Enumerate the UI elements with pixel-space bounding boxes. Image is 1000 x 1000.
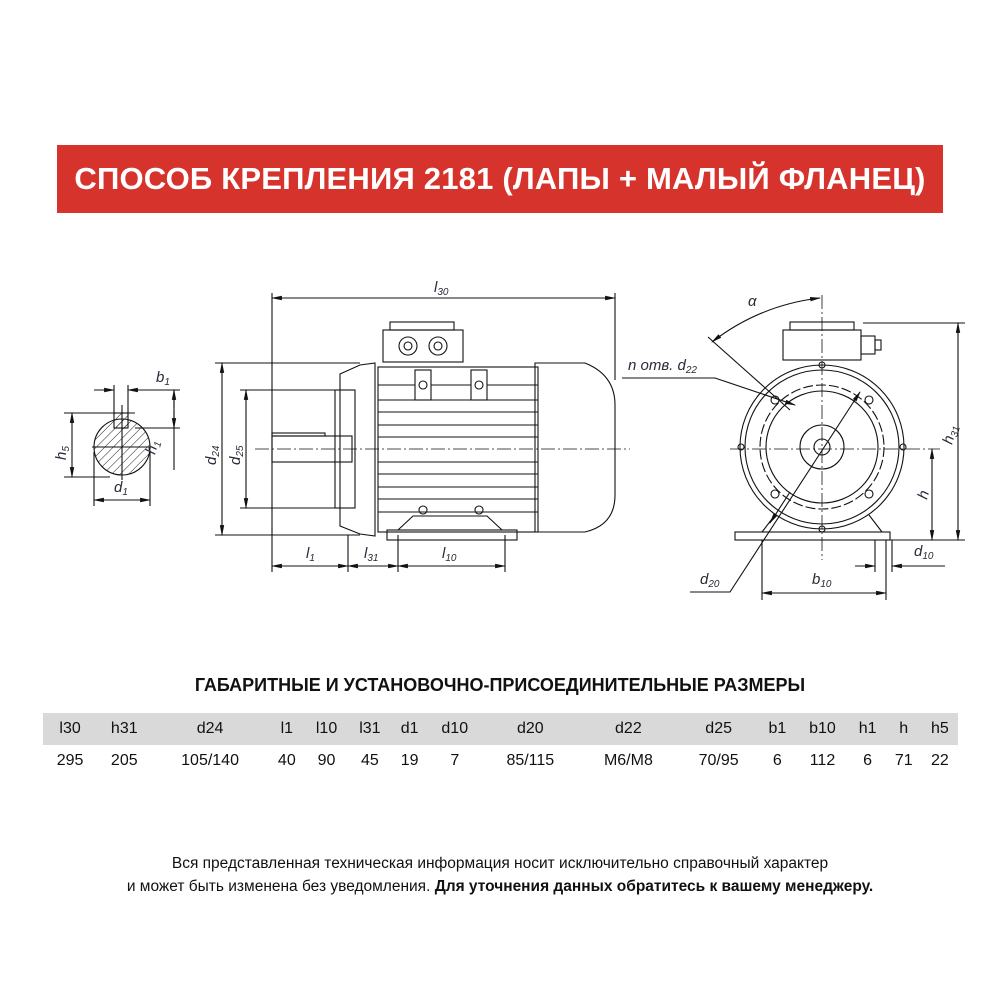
label-l10: l10: [442, 545, 457, 564]
label-d20: d20: [700, 571, 720, 590]
column-header: d25: [705, 720, 732, 737]
label-alpha: α: [748, 293, 757, 310]
label-d10: d10: [914, 543, 934, 562]
column-header: h: [899, 720, 909, 737]
label-h: h: [914, 489, 933, 501]
column-header: d20: [516, 720, 544, 737]
label-d1: d1: [114, 479, 128, 498]
column-header: l31: [359, 720, 381, 737]
page-title: СПОСОБ КРЕПЛЕНИЯ 2181 (ЛАПЫ + МАЛЫЙ ФЛАН…: [74, 161, 926, 196]
column-header: d1: [400, 720, 419, 737]
motor-end-view: [622, 295, 965, 600]
table-header-row: l30 h31 d24 l1 l10 l31 d1 d10 d20 d22 d25 b1 b10 h1 h h…: [43, 713, 958, 745]
motor-drawing: l30 l1 l31 l10 d24 d25 b1 h5 h1 d1 α n о…: [53, 279, 965, 600]
label-l31: l31: [364, 545, 378, 564]
table-cell: 71: [894, 752, 913, 769]
table-cell: 295: [56, 752, 84, 769]
table-cell: 90: [317, 752, 336, 769]
table-cell: 40: [277, 752, 296, 769]
label-h1: h1: [142, 438, 164, 456]
title-banner: СПОСОБ КРЕПЛЕНИЯ 2181 (ЛАПЫ + МАЛЫЙ ФЛАН…: [57, 145, 943, 213]
disclaimer-text: и может быть изменена без уведомления.: [126, 878, 435, 895]
disclaimer: Вся представленная техническая информаци…: [0, 852, 1000, 898]
column-header: d10: [441, 720, 469, 737]
column-header: l10: [315, 720, 338, 737]
label-holes-d22: n отв. d22: [628, 357, 697, 376]
column-header: d22: [615, 720, 642, 737]
table-cell: 19: [400, 752, 419, 769]
label-d24: d24: [203, 445, 222, 465]
column-header: h31: [110, 720, 138, 737]
column-header: h5: [931, 720, 949, 737]
disclaimer-line-2: и может быть изменена без уведомления. Д…: [0, 875, 1000, 898]
column-header: b10: [809, 720, 836, 737]
table-cell: 105/140: [181, 752, 239, 769]
table-cell: 7: [450, 752, 460, 769]
table-cell: 6: [772, 752, 782, 769]
table-row: 295 205 105/140 40 90 45 19 7 85/115 М6/М8 70/95 6 1…: [43, 745, 958, 777]
motor-side-view: [215, 293, 630, 572]
disclaimer-line-1: Вся представленная техническая информаци…: [171, 855, 829, 872]
label-d25: d25: [227, 445, 246, 465]
table-cell: М6/М8: [603, 752, 653, 769]
table-cell: 45: [360, 752, 379, 769]
column-header: d24: [196, 720, 224, 737]
table-cell: 112: [809, 752, 836, 769]
dimensions-table: l30 h31 d24 l1 l10 l31 d1 d10 d20 d22 d25 b1 b10 h1 h h…: [43, 713, 958, 777]
table-cell: 6: [863, 752, 873, 769]
label-h31: h31: [939, 423, 962, 447]
table-cell: 85/115: [506, 752, 555, 769]
disclaimer-contact-note: Для уточнения данных обратитесь к вашему…: [434, 878, 874, 895]
label-l30: l30: [434, 279, 449, 298]
label-l1: l1: [306, 545, 315, 564]
column-header: l30: [59, 720, 81, 737]
label-b1: b1: [156, 369, 170, 388]
label-b10: b10: [812, 571, 832, 590]
label-h5: h5: [53, 446, 72, 460]
table-cell: 70/95: [698, 752, 739, 769]
column-header: l1: [280, 720, 294, 737]
shaft-section-view: [64, 385, 180, 506]
column-header: b1: [768, 720, 787, 737]
dimensions-title: ГАБАРИТНЫЕ И УСТАНОВОЧНО-ПРИСОЕДИНИТЕЛЬН…: [194, 675, 806, 695]
table-cell: 22: [931, 752, 949, 769]
table-cell: 205: [110, 752, 138, 769]
column-header: h1: [858, 720, 877, 737]
